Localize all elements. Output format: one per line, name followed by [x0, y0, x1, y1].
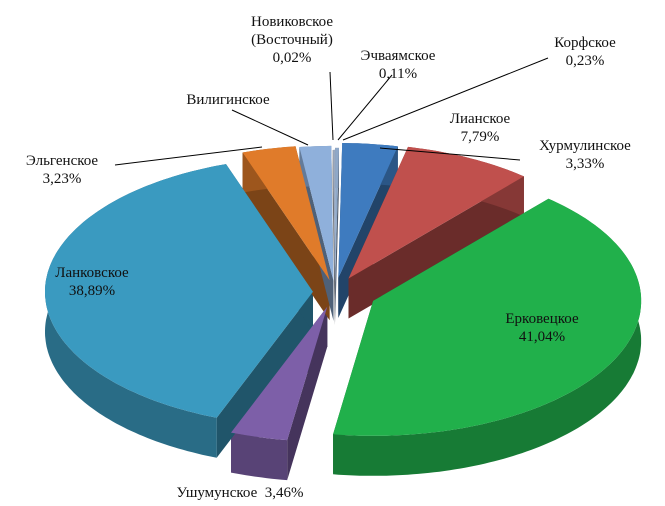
- slice-label: Эльгенское 3,23%: [26, 152, 98, 188]
- value-label: 3,23%: [42, 171, 82, 187]
- slice-label: Ерковецкое 41,04%: [505, 310, 578, 346]
- leader-line: [114, 146, 263, 166]
- slice: [299, 145, 334, 281]
- slice-wall: [216, 291, 313, 458]
- value-label: 41,04%: [518, 329, 566, 345]
- slice: [335, 147, 339, 283]
- category-label: Хурмулинское: [539, 138, 631, 154]
- leader-line: [231, 109, 309, 146]
- value-label: 0,23%: [565, 53, 605, 69]
- category-label: Ерковецкое: [505, 311, 579, 327]
- category-label: Лианское: [449, 111, 511, 127]
- category-label: Ушумунское: [176, 485, 258, 501]
- slice: [231, 306, 328, 441]
- slice-label: Хурмулинское 3,33%: [539, 137, 631, 173]
- category-label: Ланковское: [55, 265, 129, 281]
- slice-wall: [335, 147, 339, 323]
- slice-label: Ушумунское 3,46%: [177, 484, 304, 502]
- leader-line: [379, 147, 521, 161]
- value-label: 38,89%: [68, 283, 116, 299]
- value-label: 0,11%: [378, 66, 418, 82]
- slice-side: [231, 432, 288, 481]
- value-label: 7,79%: [460, 129, 500, 145]
- slice-wall: [242, 152, 330, 321]
- value-label: 3,33%: [565, 156, 605, 172]
- slice: [45, 164, 313, 418]
- leader-line: [337, 74, 393, 141]
- slice-label: Вилигинское: [186, 91, 269, 109]
- slice-label: Лианское 7,79%: [450, 110, 510, 146]
- category-label: Эльгенское: [25, 153, 99, 169]
- category-label: Эчваямское: [360, 48, 436, 64]
- slice: [242, 146, 330, 281]
- slice-label: Эчваямское 0,11%: [361, 47, 436, 83]
- slice-side: [333, 198, 642, 476]
- category-label: Корфское: [554, 35, 616, 51]
- slice-label: Новиковское (Восточный) 0,02%: [235, 13, 350, 67]
- value-label: 3,46%: [264, 485, 304, 501]
- slice-label: Ланковское 38,89%: [55, 264, 128, 300]
- slice: [333, 198, 642, 436]
- slice: [338, 143, 398, 278]
- slice-label: Корфское 0,23%: [554, 34, 616, 70]
- slice-wall: [348, 176, 524, 319]
- category-label: Вилигинское: [186, 92, 270, 108]
- value-label: 0,02%: [272, 50, 312, 66]
- slice: [333, 149, 335, 285]
- category-label: Новиковское (Восточный): [251, 14, 333, 48]
- leader-line: [329, 71, 334, 141]
- slice: [332, 150, 335, 285]
- slice: [348, 146, 524, 279]
- leader-line: [342, 57, 549, 141]
